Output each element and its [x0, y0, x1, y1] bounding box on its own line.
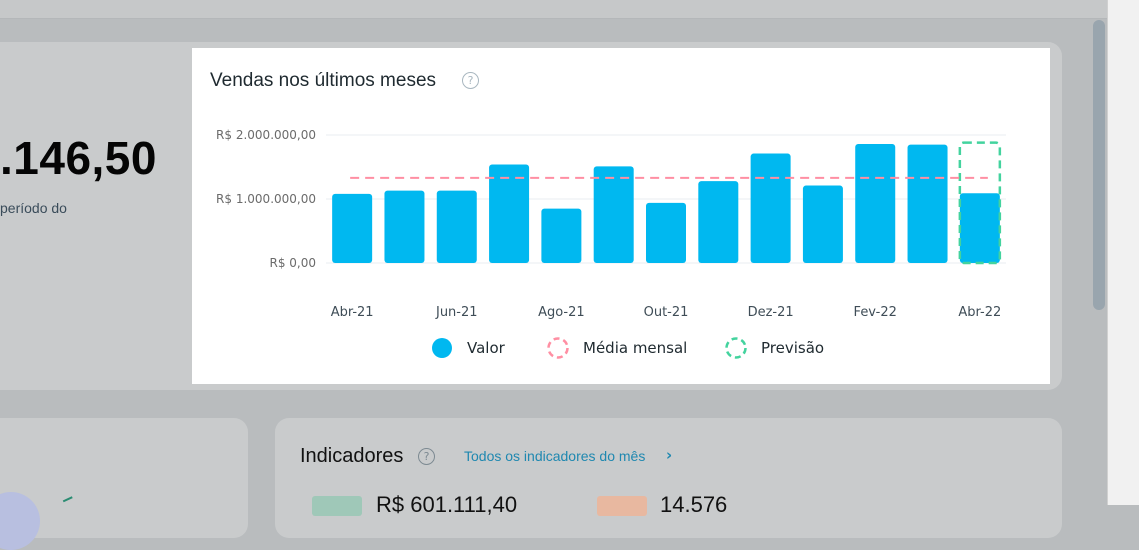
x-tick-label: Abr-21	[331, 305, 374, 320]
scrollbar-thumb[interactable]	[1093, 20, 1105, 310]
bar-dez-21	[750, 153, 791, 263]
legend-marker-media-mensal	[547, 337, 569, 359]
chevron-right-icon[interactable]: ›	[666, 446, 673, 464]
all-indicators-link[interactable]: Todos os indicadores do mês	[464, 448, 646, 464]
summary-period-text: período do	[0, 200, 67, 216]
legend-marker-previsao	[725, 337, 747, 359]
bar-abr-22	[959, 193, 1000, 263]
x-tick-label: Dez-21	[748, 305, 794, 320]
x-tick-label: Out-21	[644, 305, 689, 320]
x-tick-label: Ago-21	[538, 305, 585, 320]
bar-mai-21	[384, 190, 425, 263]
bar-ago-21	[541, 208, 582, 263]
sales-chart-panel: Vendas nos últimos meses ? R$ 0,00 R$ 1.0…	[192, 48, 1050, 384]
indicator-value-revenue: R$ 601.111,40	[376, 492, 518, 517]
y-tick-label: R$ 2.000.000,00	[216, 128, 316, 142]
y-tick-label: R$ 1.000.000,00	[216, 192, 316, 206]
bar-set-21	[593, 166, 634, 263]
x-tick-label: Jun-21	[435, 305, 478, 320]
bar-nov-21	[698, 181, 739, 263]
x-tick-label: Fev-22	[854, 305, 897, 320]
question-circle-icon[interactable]: ?	[462, 72, 479, 89]
legend-marker-valor	[432, 338, 452, 358]
indicator-icon-box	[312, 496, 362, 516]
indicator-icon-box	[597, 496, 647, 516]
bar-fev-22	[855, 143, 896, 263]
y-tick-label: R$ 0,00	[269, 256, 316, 270]
indicators-title: Indicadores	[300, 445, 404, 467]
legend-label: Valor	[467, 339, 506, 357]
indicators-card	[275, 418, 1062, 538]
question-circle-icon[interactable]: ?	[418, 448, 435, 465]
summary-value: .146,50	[0, 132, 157, 184]
sales-bar-chart: R$ 0,00 R$ 1.000.000,00 R$ 2.000.000,00 Abr…	[216, 128, 1006, 359]
bar-abr-21	[332, 193, 373, 263]
scrollbar-track[interactable]	[1107, 0, 1139, 505]
x-tick-label: Abr-22	[958, 305, 1001, 320]
forecast-bar	[958, 141, 1002, 265]
bar-out-21	[646, 202, 686, 263]
bar-mar-22	[907, 144, 948, 263]
legend-label: Previsão	[761, 339, 824, 357]
legend-label: Média mensal	[583, 339, 687, 357]
top-bar	[0, 0, 1107, 19]
bar-jun-21	[436, 190, 477, 263]
indicator-value-count: 14.576	[660, 492, 728, 517]
chart-title: Vendas nos últimos meses	[210, 70, 437, 91]
bar-jan-22	[802, 185, 843, 263]
bar-jul-21	[489, 164, 530, 263]
